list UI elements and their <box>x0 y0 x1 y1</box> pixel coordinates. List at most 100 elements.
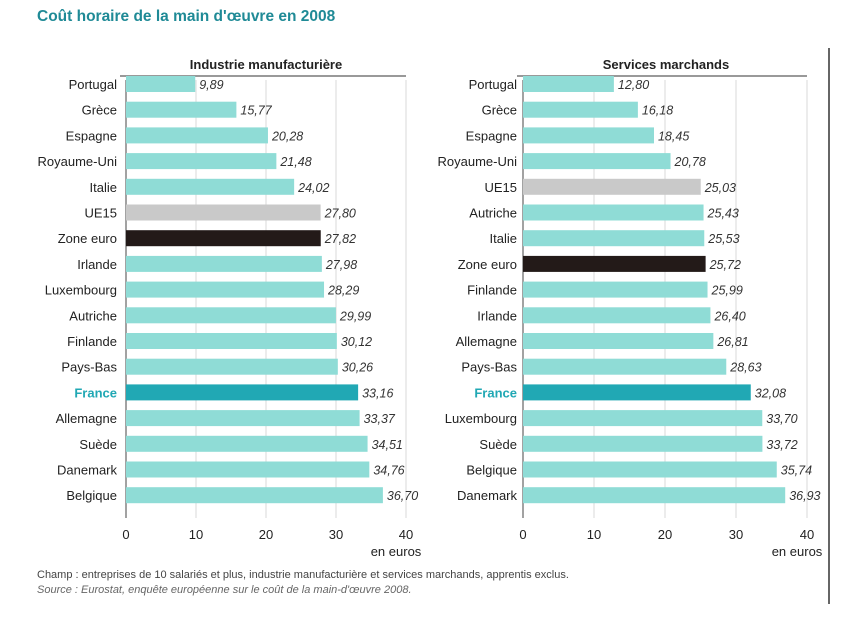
category-label: Royaume-Uni <box>438 154 518 169</box>
bar <box>126 487 383 504</box>
category-label: Irlande <box>77 257 117 272</box>
value-label: 24,02 <box>297 181 329 195</box>
value-label: 20,28 <box>271 129 303 143</box>
value-label: 21,48 <box>279 155 311 169</box>
bar <box>523 204 704 221</box>
value-label: 18,45 <box>658 129 689 143</box>
value-label: 25,43 <box>707 207 739 221</box>
category-label: Finlande <box>467 283 517 298</box>
category-label: Belgique <box>466 463 517 478</box>
value-label: 36,93 <box>789 489 820 503</box>
category-label: Portugal <box>469 77 518 92</box>
bar <box>126 384 359 401</box>
value-label: 27,82 <box>324 232 356 246</box>
category-label: Danemark <box>57 463 117 478</box>
value-label: 12,80 <box>618 78 649 92</box>
value-label: 33,72 <box>766 438 797 452</box>
category-label: Italie <box>90 180 117 195</box>
tick-label: 30 <box>729 527 743 542</box>
bar <box>126 127 268 144</box>
value-label: 26,40 <box>713 309 745 323</box>
value-label: 25,53 <box>707 232 739 246</box>
bar <box>523 153 671 170</box>
source-note: Source : Eurostat, enquête européenne su… <box>37 584 412 596</box>
value-label: 27,98 <box>325 258 357 272</box>
bar <box>523 281 708 298</box>
bar <box>126 153 277 170</box>
tick-label: 10 <box>189 527 203 542</box>
category-label: Zone euro <box>458 257 517 272</box>
bar <box>523 127 654 144</box>
bar <box>523 435 763 452</box>
value-label: 30,12 <box>341 335 372 349</box>
category-label: Irlande <box>477 308 517 323</box>
value-label: 26,81 <box>716 335 748 349</box>
category-label: Italie <box>490 231 517 246</box>
value-label: 25,99 <box>711 284 743 298</box>
value-label: 20,78 <box>674 155 706 169</box>
category-label: Pays-Bas <box>461 360 517 375</box>
bar <box>523 230 705 247</box>
category-label: Portugal <box>69 77 118 92</box>
value-label: 27,80 <box>324 207 356 221</box>
category-label: France <box>474 385 517 400</box>
category-label: Autriche <box>469 206 517 221</box>
category-label: Autriche <box>69 308 117 323</box>
value-label: 29,99 <box>339 309 371 323</box>
bar <box>126 281 325 298</box>
category-label: Finlande <box>67 334 117 349</box>
tick-label: 20 <box>259 527 273 542</box>
category-label: Suède <box>79 437 117 452</box>
tick-label: 10 <box>587 527 601 542</box>
tick-label: 0 <box>519 527 526 542</box>
bar <box>126 101 237 118</box>
category-label: Royaume-Uni <box>38 154 118 169</box>
category-label: UE15 <box>84 206 117 221</box>
bar <box>523 487 786 504</box>
bar <box>523 410 763 427</box>
value-label: 34,76 <box>373 464 404 478</box>
category-label: Grèce <box>82 103 117 118</box>
value-label: 9,89 <box>199 78 223 92</box>
category-label: Allemagne <box>456 334 517 349</box>
bar <box>126 178 295 195</box>
value-label: 28,29 <box>327 284 359 298</box>
bar <box>126 461 370 478</box>
notes: Champ : entreprises de 10 salariés et pl… <box>37 568 569 598</box>
value-label: 30,26 <box>342 361 373 375</box>
tick-label: 40 <box>399 527 413 542</box>
value-label: 32,08 <box>755 386 786 400</box>
category-label: Espagne <box>66 128 117 143</box>
value-label: 28,63 <box>729 361 761 375</box>
champ-note: Champ : entreprises de 10 salariés et pl… <box>37 569 569 581</box>
axis-unit-label: en euros <box>772 544 823 559</box>
category-label: UE15 <box>484 180 517 195</box>
value-label: 33,70 <box>766 412 797 426</box>
category-label: Espagne <box>466 128 517 143</box>
value-label: 33,16 <box>362 386 393 400</box>
value-label: 25,03 <box>704 181 736 195</box>
value-label: 25,72 <box>709 258 741 272</box>
bar <box>523 255 706 272</box>
category-label: Luxembourg <box>45 283 117 298</box>
chart-industrie: Industrie manufacturière Portugal 9,89 Grèc… <box>38 57 422 559</box>
tick-label: 20 <box>658 527 672 542</box>
bar <box>523 461 777 478</box>
tick-label: 30 <box>329 527 343 542</box>
value-label: 36,70 <box>387 489 418 503</box>
category-label: Pays-Bas <box>61 360 117 375</box>
chart-title: Industrie manufacturière <box>190 57 342 72</box>
bar <box>126 255 322 272</box>
bar <box>523 307 711 324</box>
bar <box>523 76 614 92</box>
category-label: Danemark <box>457 488 517 503</box>
bar <box>126 230 321 247</box>
bar <box>126 435 368 452</box>
bar <box>523 384 751 401</box>
bar <box>126 333 337 349</box>
category-label: Zone euro <box>58 231 117 246</box>
bar <box>523 333 714 349</box>
page-title: Coût horaire de la main d'œuvre en 2008 <box>37 8 336 25</box>
category-label: Allemagne <box>56 411 117 426</box>
